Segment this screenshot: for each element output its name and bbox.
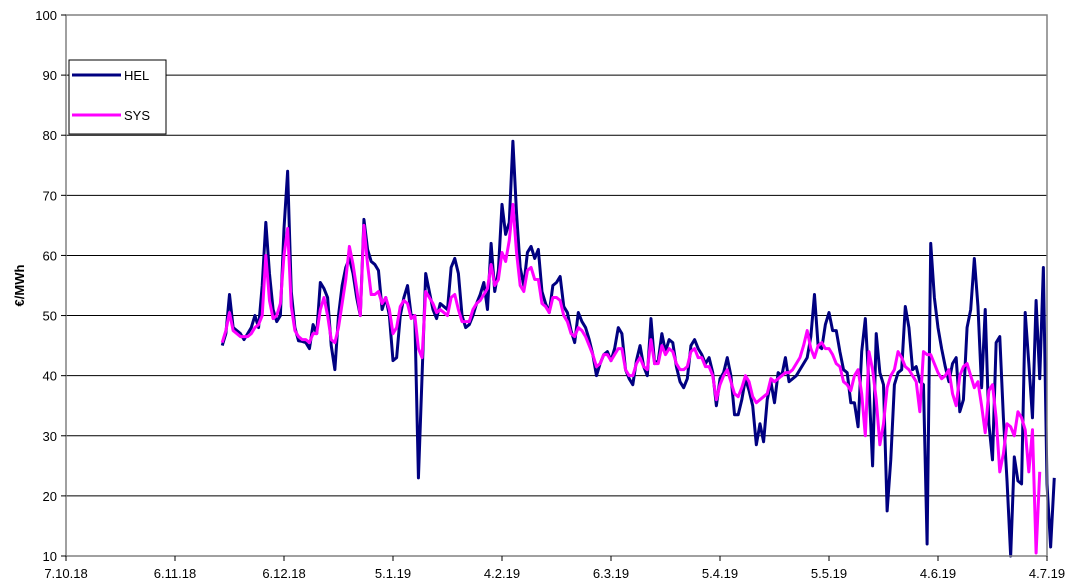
y-tick-label: 10	[43, 549, 57, 564]
series-line-sys	[220, 202, 1042, 555]
legend: HEL SYS	[68, 59, 167, 135]
x-tick-label: 6.3.19	[593, 566, 629, 581]
plot-area-frame	[65, 14, 1048, 557]
y-tick-label: 50	[43, 309, 57, 324]
x-tick-label: 5.1.19	[375, 566, 411, 581]
series-line-hel	[220, 139, 1056, 558]
legend-label-sys: SYS	[124, 108, 150, 123]
x-tick-label: 6.11.18	[154, 566, 196, 581]
y-tick-label: 40	[43, 369, 57, 384]
series-lines	[220, 139, 1056, 558]
y-tick-label: 60	[43, 248, 57, 263]
x-tick-label: 4.6.19	[920, 566, 956, 581]
y-tick-label: 20	[43, 489, 57, 504]
y-tick-label: 90	[43, 68, 57, 83]
y-tick-label: 80	[43, 128, 57, 143]
x-tick-label: 5.4.19	[702, 566, 738, 581]
gridlines	[66, 14, 1047, 557]
y-axis-label: €/MWh	[12, 265, 27, 307]
x-tick-label: 4.7.19	[1029, 566, 1065, 581]
x-tick-label: 4.2.19	[484, 566, 520, 581]
y-tick-label: 100	[35, 8, 57, 23]
x-tick-label: 6.12.18	[262, 566, 305, 581]
legend-box	[68, 59, 167, 135]
y-tick-label: 30	[43, 429, 57, 444]
y-tick-label: 70	[43, 188, 57, 203]
axes: 10 20 30 40 50 60 70 80 90 100 7.10.18 6.11.18 6.12.…	[35, 8, 1065, 581]
x-tick-label: 5.5.19	[811, 566, 847, 581]
x-tick-label: 7.10.18	[44, 566, 87, 581]
legend-label-hel: HEL	[124, 68, 149, 83]
